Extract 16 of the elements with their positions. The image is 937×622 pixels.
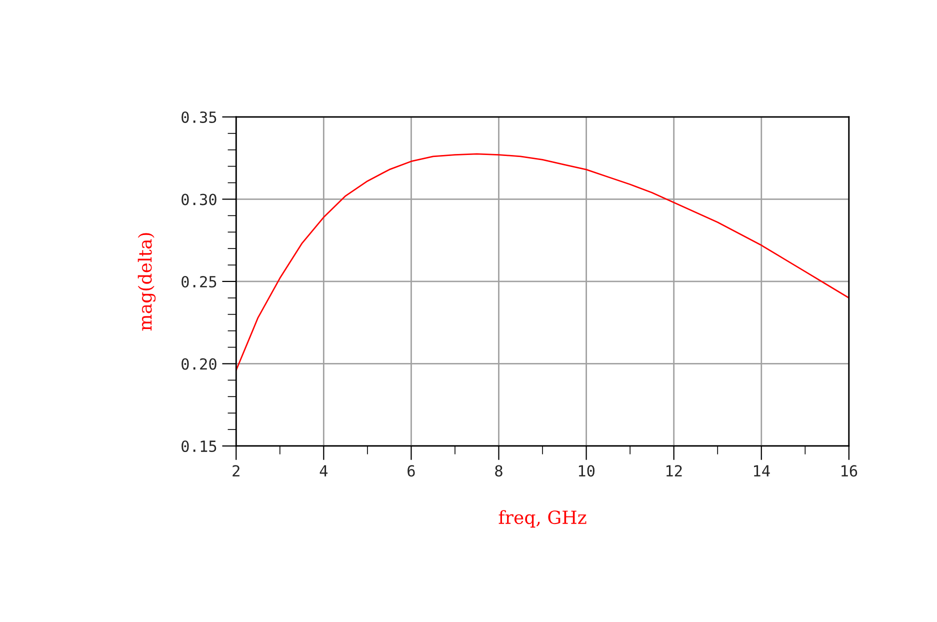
x-tick-label: 12 [666,465,682,476]
x-tick-label: 10 [578,465,594,477]
x-tick-label: 8 [495,465,502,477]
y-tick-label: 0.15 [182,440,216,452]
x-axis-title: freq, GHz [498,510,586,528]
x-tick-label: 2 [232,465,240,476]
x-tick-label: 14 [754,465,770,476]
x-tick-label: 4 [320,465,328,476]
y-tick-label: 0.20 [182,358,216,370]
y-tick-label: 0.30 [182,194,216,206]
x-tick-label: 16 [842,465,858,477]
x-tick-label: 6 [408,465,415,477]
y-tick-label: 0.35 [182,111,216,123]
y-axis-title: mag(delta) [138,233,156,331]
y-tick-label: 0.25 [182,276,216,288]
line-series [236,153,849,371]
